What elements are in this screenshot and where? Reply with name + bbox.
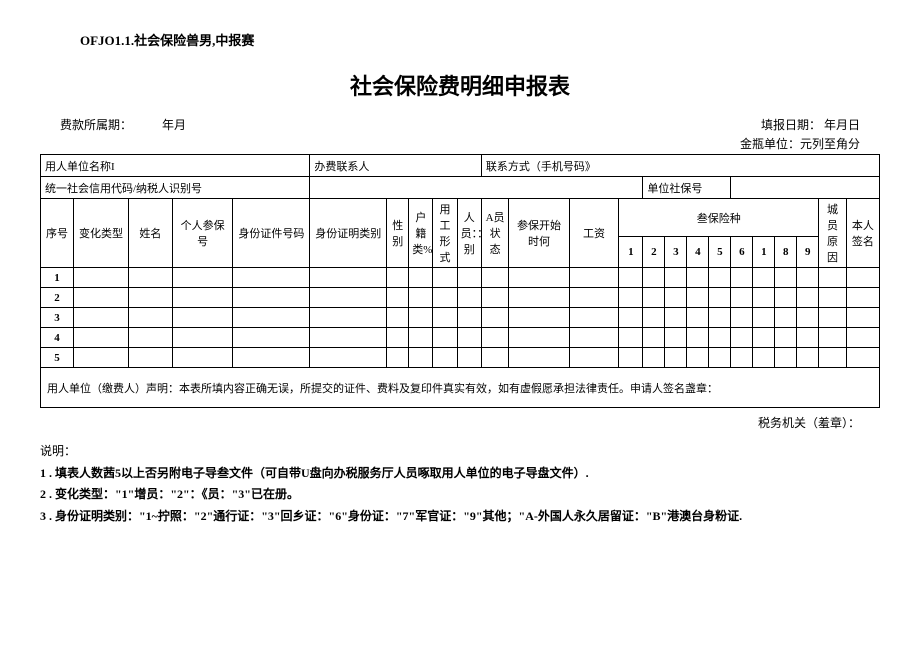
table-row: 2	[41, 288, 880, 308]
declaration-row: 用人单位（缴费人）声明：本表所填内容正确无误，所提交的证件、费料及复印件真实有效…	[41, 368, 880, 408]
col-start-time: 参保开始时何	[509, 199, 569, 268]
declaration-text: 用人单位（缴费人）声明：本表所填内容正确无误，所提交的证件、费料及复印件真实有效…	[41, 368, 880, 408]
col-seq: 序号	[41, 199, 74, 268]
col-change-type: 变化类型	[73, 199, 128, 268]
col-ins-6: 6	[731, 237, 753, 268]
col-ins-7: 1	[753, 237, 775, 268]
explain-line-1: 1 . 填表人数茜5以上否另附电子导叁文件（可自带U盘向办税服务厅人员啄取用人单…	[40, 463, 880, 485]
explain-block: 说明： 1 . 填表人数茜5以上否另附电子导叁文件（可自带U盘向办税服务厅人员啄…	[40, 441, 880, 527]
phone-label: 联系方式（手机号码》	[481, 155, 879, 177]
col-ins-2: 2	[643, 237, 665, 268]
table-row: 3	[41, 308, 880, 328]
main-table: 用人单位名称I 办费联系人 联系方式（手机号码》 统一社会信用代码/纳税人识别号…	[40, 154, 880, 408]
col-id-type: 身份证明类别	[310, 199, 387, 268]
seq-cell: 2	[41, 288, 74, 308]
seq-cell: 1	[41, 268, 74, 288]
ss-no-label: 单位社保号	[643, 177, 731, 199]
col-ins-1: 1	[619, 237, 643, 268]
col-gender: 性别	[387, 199, 409, 268]
seq-cell: 4	[41, 328, 74, 348]
col-ins-8: 8	[775, 237, 797, 268]
table-row: 5	[41, 348, 880, 368]
seq-cell: 3	[41, 308, 74, 328]
col-ins-9: 9	[797, 237, 819, 268]
credit-code-label: 统一社会信用代码/纳税人识别号	[41, 177, 310, 199]
footer-stamp: 税务机关（羞章）：	[40, 414, 880, 431]
page-title: 社会保险费明细申报表	[40, 69, 880, 101]
col-person-cat: 人员：：别	[457, 199, 481, 268]
col-personal-ins-no: 个人参保号	[172, 199, 232, 268]
fill-date-label: 填报日期：	[761, 118, 821, 132]
col-name: 姓名	[128, 199, 172, 268]
col-ins-4: 4	[687, 237, 709, 268]
credit-code-value	[310, 177, 643, 199]
fill-date-value: 年月日	[824, 118, 860, 132]
col-id-no: 身份证件号码	[233, 199, 310, 268]
table-row: 1	[41, 268, 880, 288]
period-value: 年月	[162, 118, 186, 132]
table-row: 4	[41, 328, 880, 348]
col-header-row-1: 序号 变化类型 姓名 个人参保号 身份证件号码 身份证明类别 性别 户籍类% 用…	[41, 199, 880, 237]
col-sign: 本人签名	[846, 199, 879, 268]
contact-label: 办费联系人	[310, 155, 482, 177]
col-household: 户籍类%	[409, 199, 433, 268]
col-town-reason: 城员原因	[819, 199, 846, 268]
employer-label: 用人单位名称I	[41, 155, 310, 177]
col-employ-form: 用工形式	[433, 199, 457, 268]
doc-code: OFJO1.1.社会保险兽男,中报赛	[40, 30, 880, 49]
seq-cell: 5	[41, 348, 74, 368]
meta-row: 费款所属期： 年月 填报日期： 年月日	[40, 116, 880, 133]
explain-title: 说明：	[40, 441, 880, 463]
ss-no-value	[731, 177, 880, 199]
header-row-1: 用人单位名称I 办费联系人 联系方式（手机号码》	[41, 155, 880, 177]
unit-label: 金瓶单位：元列至角分	[40, 135, 880, 152]
col-ins-5: 5	[709, 237, 731, 268]
col-wage: 工资	[569, 199, 618, 268]
header-row-2: 统一社会信用代码/纳税人识别号 单位社保号	[41, 177, 880, 199]
col-ins-3: 3	[665, 237, 687, 268]
explain-line-2: 2 . 变化类型："1"增员："2"：《员："3"已在册。	[40, 484, 880, 506]
col-ins-types: 叁保险种	[619, 199, 819, 237]
period-label: 费款所属期：	[60, 118, 132, 132]
explain-line-3: 3 . 身份证明类别："1~拧照："2"通行证："3"回乡证："6"身份证："7…	[40, 506, 880, 528]
